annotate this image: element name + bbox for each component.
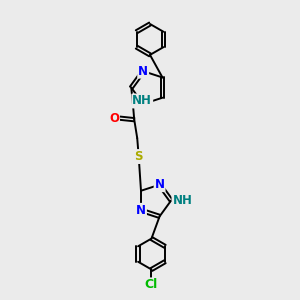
Text: NH: NH [132, 94, 152, 107]
Text: O: O [109, 112, 119, 125]
Text: S: S [134, 150, 143, 163]
Text: N: N [136, 204, 146, 217]
Text: S: S [139, 98, 147, 110]
Text: Cl: Cl [145, 278, 158, 291]
Text: N: N [138, 65, 148, 78]
Text: NH: NH [172, 194, 192, 207]
Text: N: N [154, 178, 165, 191]
